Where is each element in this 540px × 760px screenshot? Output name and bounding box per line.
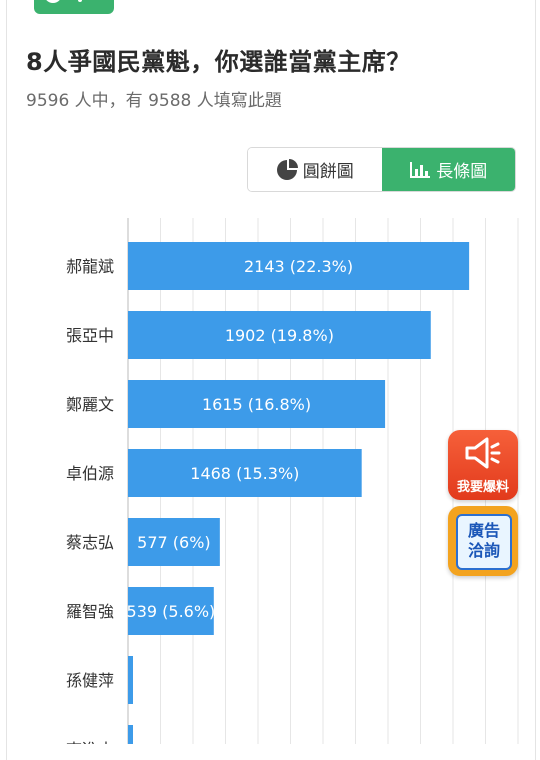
data-label-5: 539 (5.6%): [127, 602, 216, 621]
pie-chart-button[interactable]: 圓餅圖: [248, 148, 382, 191]
category-label-3: 卓伯源: [66, 464, 114, 483]
category-label-4: 蔡志弘: [66, 533, 114, 552]
data-label-2: 1615 (16.8%): [202, 395, 311, 414]
ad-paper-icon: 廣告 洽詢: [456, 514, 512, 570]
megaphone-icon: [465, 437, 501, 469]
bar-chart: 郝龍斌 2143 (22.3%) 張亞中 1902 (19.8%) 鄭麗文 1615 (1…: [66, 218, 519, 744]
bar-icon: [78, 0, 82, 2]
ad-label-line2: 洽詢: [467, 541, 500, 560]
ad-label-line1: 廣告: [467, 521, 500, 540]
data-label-4: 577 (6%): [137, 533, 211, 552]
report-label: 我要爆料: [456, 480, 509, 495]
vote-tag: [34, 0, 114, 14]
bar-2: [128, 380, 386, 428]
category-label-1: 張亞中: [66, 326, 114, 345]
poll-subtitle: 9596 人中，有 9588 人填寫此題: [26, 91, 282, 111]
pie-chart-label: 圓餅圖: [302, 162, 354, 182]
bar-7: [128, 725, 133, 744]
data-label-1: 1902 (19.8%): [225, 326, 334, 345]
category-label-5: 羅智強: [66, 602, 114, 621]
bar-chart-button[interactable]: 長條圖: [381, 148, 515, 191]
bar-3: [128, 449, 362, 497]
category-label-2: 鄭麗文: [66, 395, 114, 414]
bar-chart-icon: [410, 161, 431, 178]
data-label-3: 1468 (15.3%): [190, 464, 299, 483]
bar-chart-label: 長條圖: [436, 162, 488, 182]
category-label-0: 郝龍斌: [66, 257, 114, 276]
chart-type-toggle: 圓餅圖 長條圖: [247, 147, 516, 192]
ad-inquiry-button[interactable]: 廣告 洽詢: [448, 506, 518, 576]
bar-5: [128, 587, 214, 635]
category-label-7: 李進木: [66, 740, 114, 744]
bar-4: [128, 518, 220, 566]
bar-0: [128, 242, 470, 290]
data-label-0: 2143 (22.3%): [244, 257, 353, 276]
report-button[interactable]: 我要爆料: [448, 430, 518, 500]
bar-1: [128, 311, 431, 359]
poll-title: 8人爭國民黨魁，你選誰當黨主席？: [26, 48, 411, 76]
category-label-6: 孫健萍: [66, 671, 114, 690]
pie-chart-icon: [276, 158, 298, 180]
bar-6: [128, 656, 133, 704]
